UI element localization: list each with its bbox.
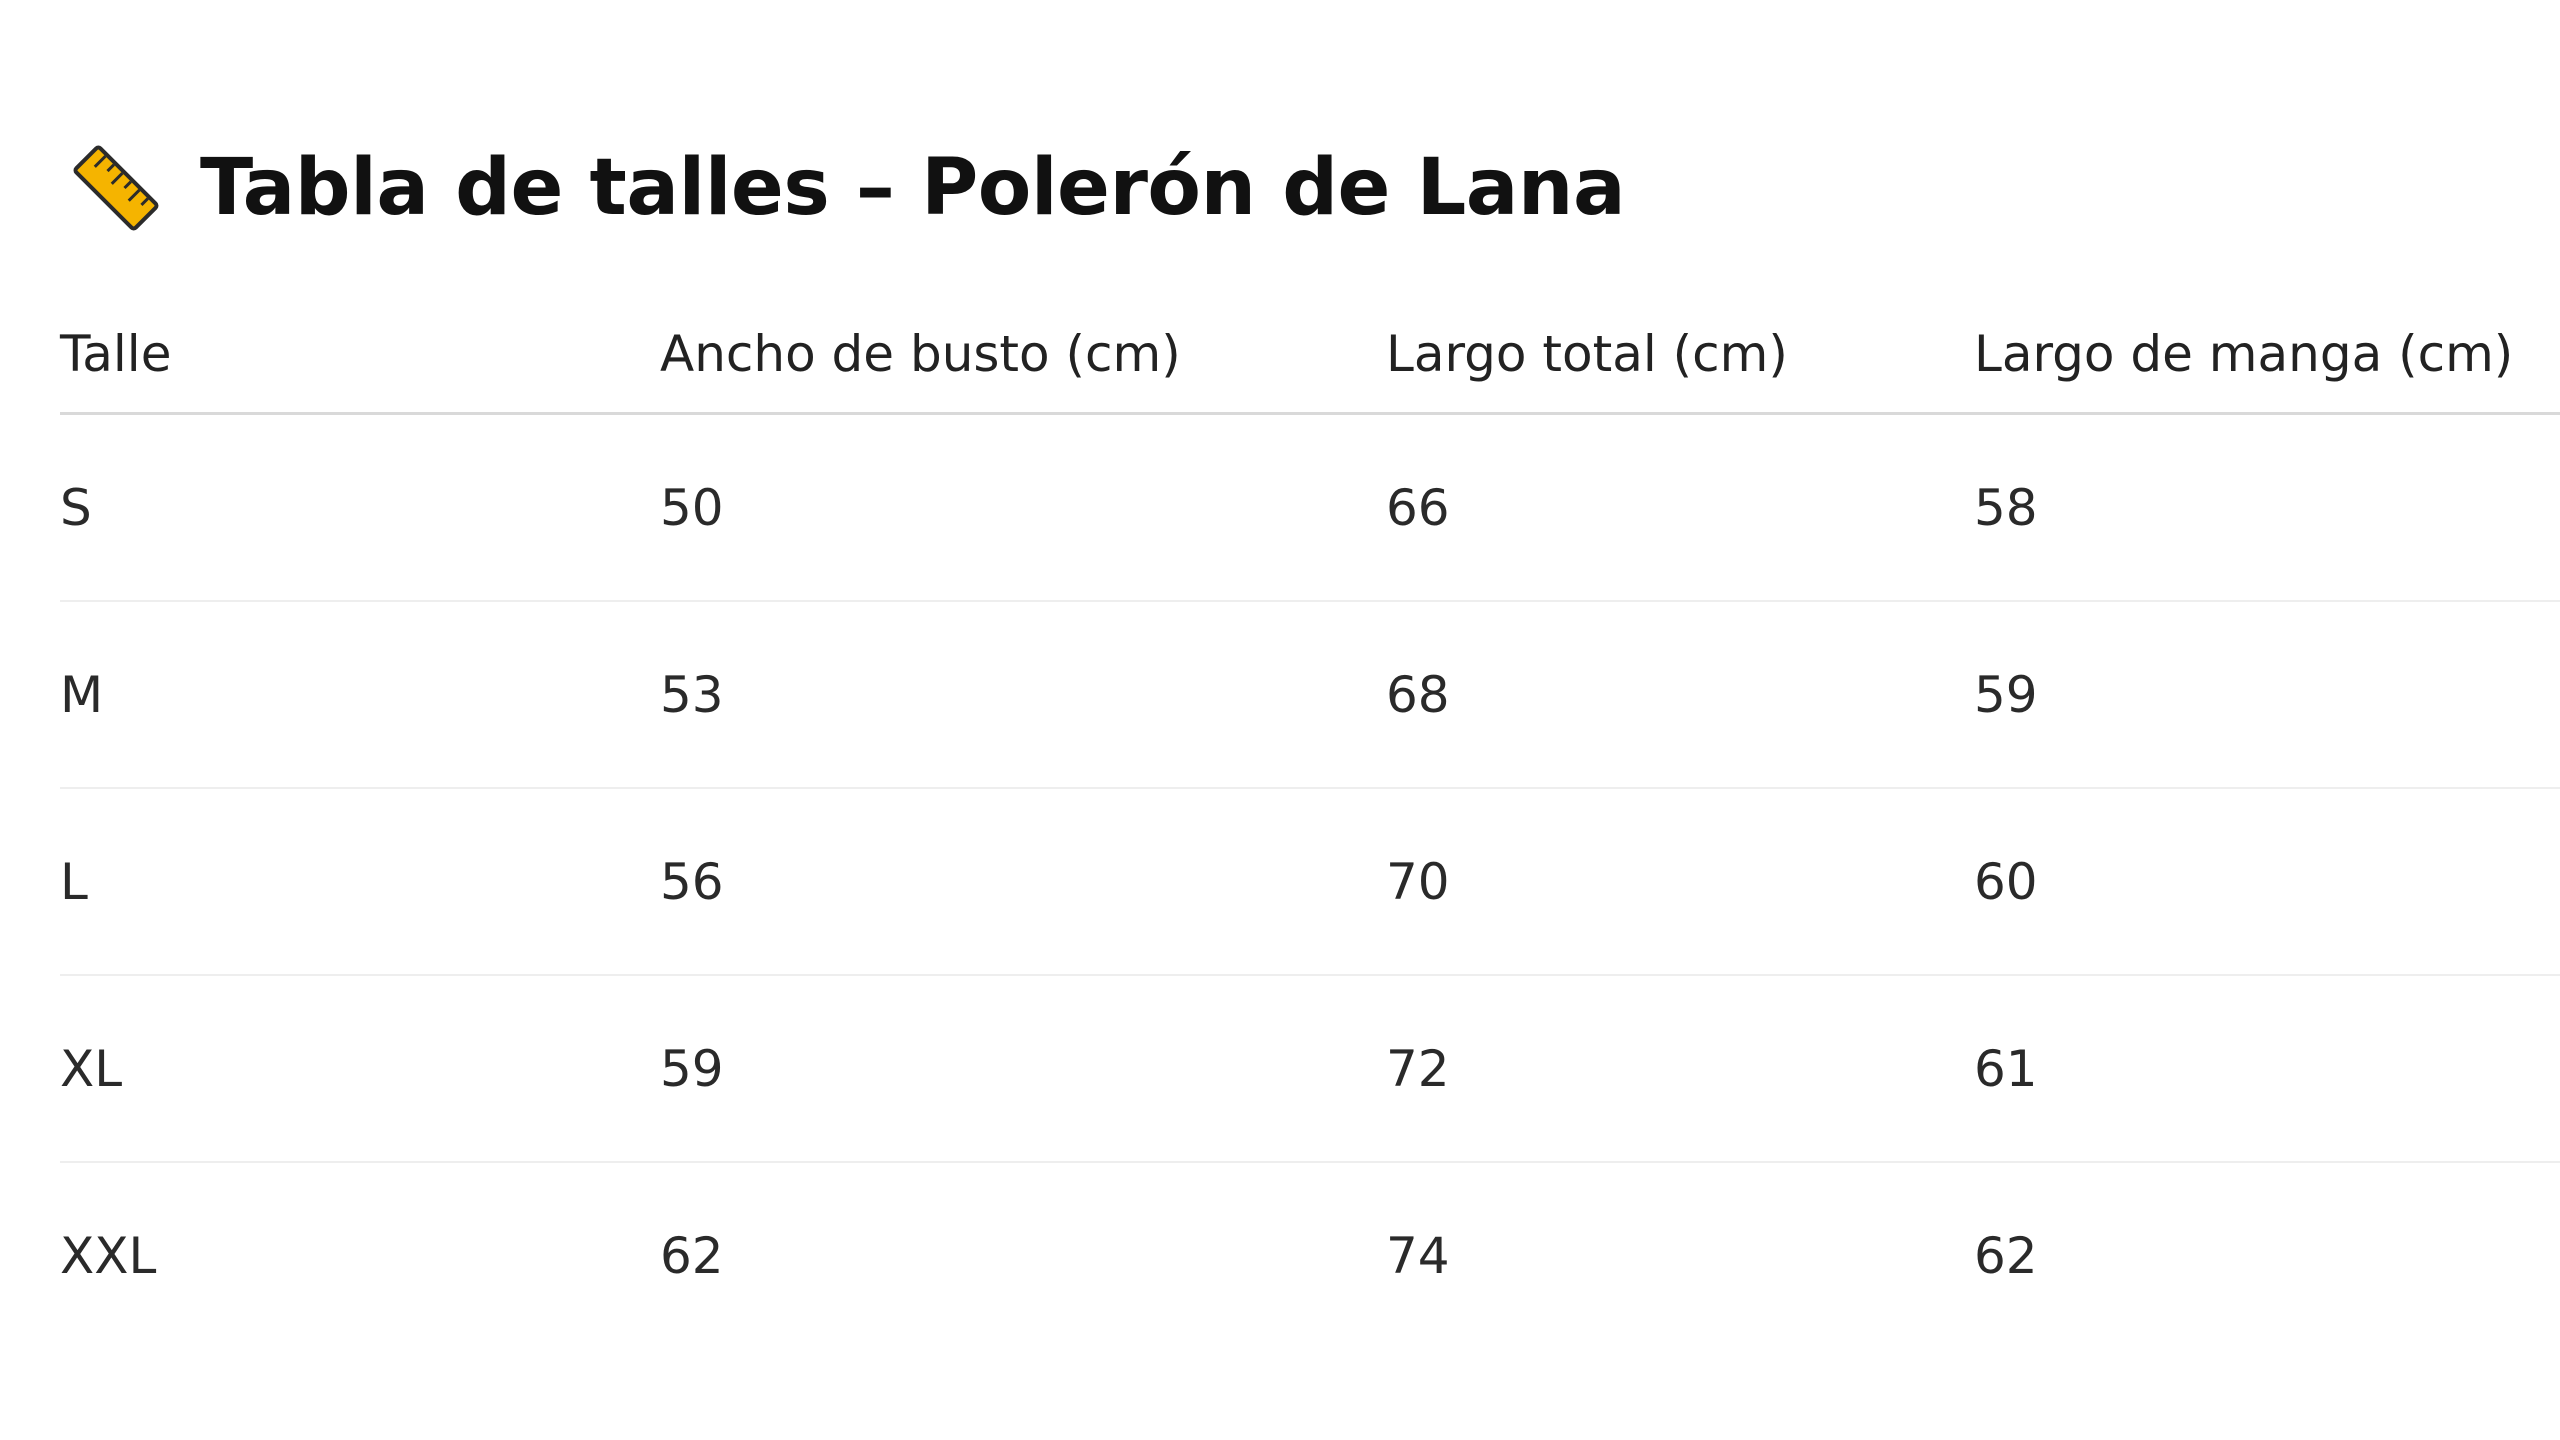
cell-talle: XL (60, 975, 660, 1163)
header-largo-total: Largo total (cm) (1386, 296, 1974, 415)
cell-largo-de-manga: 58 (1974, 413, 2560, 602)
table-row: S 50 66 58 (60, 413, 2560, 602)
table-body: S 50 66 58 M 53 68 59 L 56 70 60 XL 59 7… (60, 413, 2560, 1349)
cell-largo-de-manga: 59 (1974, 601, 2560, 789)
cell-largo-de-manga: 60 (1974, 788, 2560, 976)
header-ancho-de-busto: Ancho de busto (cm) (660, 296, 1386, 415)
cell-largo-total: 68 (1386, 601, 1974, 789)
cell-talle: L (60, 788, 660, 976)
table-row: L 56 70 60 (60, 788, 2560, 976)
header-talle: Talle (60, 296, 660, 415)
cell-largo-de-manga: 61 (1974, 975, 2560, 1163)
cell-talle: M (60, 601, 660, 789)
cell-largo-de-manga: 62 (1974, 1226, 2038, 1285)
page-title: Tabla de talles – Polerón de Lana (66, 138, 1626, 238)
cell-largo-total: 74 (1386, 1226, 1450, 1285)
table-row: M 53 68 59 (60, 601, 2560, 789)
cell-ancho-de-busto: 53 (660, 601, 1386, 789)
cell-largo-total: 66 (1386, 413, 1974, 602)
cell-talle: S (60, 413, 660, 602)
cell-ancho-de-busto: 62 (660, 1226, 724, 1285)
cell-talle: XXL (60, 1226, 157, 1285)
cell-ancho-de-busto: 50 (660, 413, 1386, 602)
cell-largo-total: 70 (1386, 788, 1974, 976)
table-row: XL 59 72 61 (60, 975, 2560, 1163)
header-row: Talle Ancho de busto (cm) Largo total (c… (60, 296, 2560, 415)
cell-ancho-de-busto: 59 (660, 975, 1386, 1163)
ruler-icon (66, 138, 166, 238)
header-largo-de-manga: Largo de manga (cm) (1974, 296, 2560, 415)
cell-largo-total: 72 (1386, 975, 1974, 1163)
table-row: XXL 62 74 62 (60, 1162, 2560, 1348)
page-title-text: Tabla de talles – Polerón de Lana (200, 143, 1626, 233)
cell-ancho-de-busto: 56 (660, 788, 1386, 976)
table-header: Talle Ancho de busto (cm) Largo total (c… (60, 296, 2560, 415)
size-table: Talle Ancho de busto (cm) Largo total (c… (60, 296, 2560, 1348)
